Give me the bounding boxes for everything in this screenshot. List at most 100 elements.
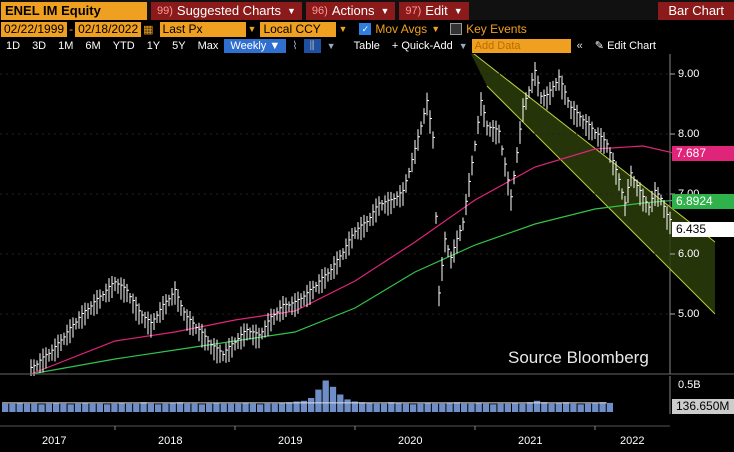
volume-bar xyxy=(475,402,482,412)
volume-bar xyxy=(293,401,300,412)
volume-bar xyxy=(220,403,227,412)
caret-down-icon: ▼ xyxy=(286,5,296,16)
volume-bar xyxy=(125,403,133,412)
volume-bar xyxy=(308,398,315,412)
y-tick-label: 8.00 xyxy=(678,128,700,140)
date-to-input[interactable]: 02/18/2022 xyxy=(75,21,142,37)
volume-bar xyxy=(2,403,9,412)
table-button[interactable]: Table xyxy=(353,40,380,52)
volume-bar xyxy=(402,403,409,412)
volume-bar xyxy=(31,403,38,412)
volume-value-tag: 136.650M xyxy=(672,399,734,414)
volume-bar xyxy=(380,403,388,412)
volume-bar xyxy=(468,403,475,412)
currency-select[interactable]: Local CCY xyxy=(260,21,337,37)
volume-bar xyxy=(541,402,548,412)
volume-bar xyxy=(206,403,213,412)
volume-bar xyxy=(23,403,31,412)
volume-bar xyxy=(155,404,162,412)
add-data-input[interactable]: Add Data xyxy=(471,39,571,53)
x-tick-label: 2022 xyxy=(620,435,645,447)
volume-bar xyxy=(315,389,322,412)
volume-bar xyxy=(322,380,329,412)
volume-bar xyxy=(577,404,584,412)
ticker-field[interactable]: ENEL IM Equity xyxy=(1,1,147,20)
frequency-label: Weekly xyxy=(230,40,267,52)
price-field-select[interactable]: Last Px xyxy=(159,21,246,37)
bar-chart-icon[interactable]: ⫼ xyxy=(303,39,321,53)
period-max-button[interactable]: Max xyxy=(197,40,219,52)
collapse-icon[interactable]: « xyxy=(576,40,583,52)
mov-avgs-checkbox[interactable]: ✓ xyxy=(359,23,372,35)
date-from-input[interactable]: 02/22/1999 xyxy=(1,21,68,37)
price-chart[interactable] xyxy=(0,54,734,452)
volume-bar xyxy=(453,402,460,412)
volume-bar xyxy=(424,402,431,412)
volume-bar xyxy=(533,400,541,412)
volume-bar xyxy=(344,399,351,412)
volume-bar xyxy=(264,403,271,412)
caret-down-icon[interactable]: ▼ xyxy=(326,41,336,51)
period-ytd-button[interactable]: YTD xyxy=(112,40,135,52)
volume-bar xyxy=(286,402,293,412)
volume-bar xyxy=(249,403,256,412)
suggested-charts-menu[interactable]: 99) Suggested Charts ▼ xyxy=(151,1,302,20)
grid-lines xyxy=(0,73,675,315)
period-1d-button[interactable]: 1D xyxy=(6,40,21,52)
volume-bar xyxy=(198,404,205,412)
volume-bar xyxy=(606,402,613,412)
volume-bar xyxy=(16,402,23,412)
period-5y-button[interactable]: 5Y xyxy=(172,40,186,52)
frequency-select[interactable]: Weekly ▼ xyxy=(224,39,287,53)
volume-bar xyxy=(53,402,60,412)
actions-menu[interactable]: 96) Actions ▼ xyxy=(305,1,396,20)
menu-number: 97) xyxy=(405,4,422,17)
plot-area xyxy=(0,54,670,372)
volume-bar xyxy=(490,404,497,412)
period-1y-button[interactable]: 1Y xyxy=(146,40,161,52)
options-bar: 02/22/1999 - 02/18/2022 ▦ Last Px ▼ Loca… xyxy=(0,20,734,38)
volume-bar xyxy=(395,402,402,412)
volume-bar xyxy=(519,403,526,412)
source-label: Source Bloomberg xyxy=(508,348,649,367)
volume-bar xyxy=(191,403,198,412)
volume-bar xyxy=(410,404,417,412)
volume-bar xyxy=(60,403,67,412)
key-events-label: Key Events xyxy=(466,22,527,36)
x-tick-label: 2021 xyxy=(518,435,543,447)
volume-bar xyxy=(271,403,278,412)
pencil-icon: ✎ xyxy=(594,40,604,52)
volume-bar xyxy=(213,402,220,412)
volume-bar xyxy=(67,404,74,412)
volume-bar xyxy=(89,403,96,412)
period-1m-button[interactable]: 1M xyxy=(58,40,74,52)
volume-bar xyxy=(439,403,446,412)
volume-bar xyxy=(147,403,154,412)
caret-down-icon: ▼ xyxy=(269,40,281,52)
x-tick-label: 2017 xyxy=(42,435,67,447)
toolbar: 1D 3D 1M 6M YTD 1Y 5Y Max Weekly ▼ ⌇ ⫼ ▼… xyxy=(0,38,734,54)
line-chart-icon[interactable]: ⌇ xyxy=(292,40,298,52)
volume-bar xyxy=(563,402,570,412)
edit-menu[interactable]: 97) Edit ▼ xyxy=(399,1,469,20)
caret-down-icon[interactable]: ▼ xyxy=(431,24,441,34)
quick-add-button[interactable]: + Quick-Add xyxy=(391,40,453,52)
volume-bar xyxy=(104,404,111,412)
volume-bars xyxy=(2,380,613,412)
edit-chart-button[interactable]: ✎ Edit Chart xyxy=(589,39,662,53)
volume-bar xyxy=(373,403,380,412)
period-3d-button[interactable]: 3D xyxy=(32,40,47,52)
y-tick-label: 9.00 xyxy=(678,68,700,80)
calendar-icon[interactable]: ▦ xyxy=(143,23,154,36)
y-tick-label: 5.00 xyxy=(678,308,700,320)
volume-bar xyxy=(461,403,468,412)
channel-upper-line xyxy=(473,54,716,243)
period-6m-button[interactable]: 6M xyxy=(85,40,101,52)
volume-bar xyxy=(548,403,555,412)
volume-bar xyxy=(184,403,191,412)
volume-bar xyxy=(96,403,103,412)
menu-number: 99) xyxy=(157,4,173,17)
key-events-checkbox[interactable] xyxy=(450,23,463,35)
menu-bar: ENEL IM Equity 99) Suggested Charts ▼ 96… xyxy=(0,0,734,20)
menu-number: 96) xyxy=(311,4,328,17)
